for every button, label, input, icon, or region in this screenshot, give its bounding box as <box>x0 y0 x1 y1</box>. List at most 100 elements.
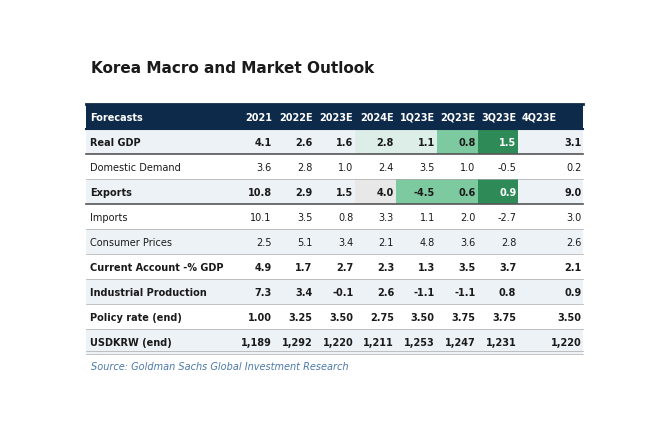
Text: 4.0: 4.0 <box>377 187 394 197</box>
Text: 0.2: 0.2 <box>566 162 581 172</box>
Text: -0.1: -0.1 <box>332 287 353 297</box>
Text: Consumer Prices: Consumer Prices <box>90 237 173 247</box>
Bar <box>437 130 478 155</box>
Bar <box>87 204 583 230</box>
Bar <box>437 180 478 204</box>
Text: 3.25: 3.25 <box>288 312 312 322</box>
Text: 2.3: 2.3 <box>377 262 394 272</box>
Text: 2.9: 2.9 <box>296 187 312 197</box>
Text: 10.8: 10.8 <box>247 187 271 197</box>
Text: 1.00: 1.00 <box>248 312 271 322</box>
Text: 3.3: 3.3 <box>379 212 394 222</box>
Text: 0.8: 0.8 <box>499 287 516 297</box>
Bar <box>87 105 583 130</box>
Text: 1,247: 1,247 <box>445 337 475 347</box>
Text: 2.1: 2.1 <box>379 237 394 247</box>
Text: 0.9: 0.9 <box>564 287 581 297</box>
Bar <box>87 305 583 330</box>
Text: 3.0: 3.0 <box>566 212 581 222</box>
Text: 2024E: 2024E <box>361 112 394 122</box>
Text: 1.0: 1.0 <box>460 162 475 172</box>
Text: -1.1: -1.1 <box>454 287 475 297</box>
Text: 1,189: 1,189 <box>241 337 271 347</box>
Text: 4Q23E: 4Q23E <box>521 112 557 122</box>
Text: 0.8: 0.8 <box>458 137 475 147</box>
Text: 3.5: 3.5 <box>419 162 435 172</box>
Text: 1,253: 1,253 <box>404 337 435 347</box>
Text: USDKRW (end): USDKRW (end) <box>90 337 173 347</box>
Text: 2023E: 2023E <box>320 112 353 122</box>
Bar <box>87 130 583 155</box>
Bar <box>87 255 583 279</box>
Text: 3.7: 3.7 <box>499 262 516 272</box>
Text: 7.3: 7.3 <box>255 287 271 297</box>
Bar <box>87 155 583 180</box>
Text: 2.6: 2.6 <box>377 287 394 297</box>
Text: 3.50: 3.50 <box>411 312 435 322</box>
Text: 2.1: 2.1 <box>564 262 581 272</box>
Text: 2.7: 2.7 <box>336 262 353 272</box>
Bar <box>396 130 437 155</box>
Text: 2Q23E: 2Q23E <box>440 112 475 122</box>
Text: 1.6: 1.6 <box>336 137 353 147</box>
Text: 2.8: 2.8 <box>297 162 312 172</box>
Text: 0.6: 0.6 <box>458 187 475 197</box>
Text: 3.5: 3.5 <box>297 212 312 222</box>
Bar <box>355 180 396 204</box>
Text: 10.1: 10.1 <box>251 212 271 222</box>
Text: 1.1: 1.1 <box>417 137 435 147</box>
Text: 1,231: 1,231 <box>486 337 516 347</box>
Text: 3.50: 3.50 <box>329 312 353 322</box>
Text: -1.1: -1.1 <box>413 287 435 297</box>
Text: 1,292: 1,292 <box>282 337 312 347</box>
Text: 3.1: 3.1 <box>564 137 581 147</box>
Text: 2.0: 2.0 <box>460 212 475 222</box>
Bar <box>87 180 583 204</box>
Text: 3.5: 3.5 <box>458 262 475 272</box>
Text: 1,211: 1,211 <box>363 337 394 347</box>
Text: 2022E: 2022E <box>279 112 312 122</box>
Text: -2.7: -2.7 <box>497 212 516 222</box>
Text: 1.3: 1.3 <box>417 262 435 272</box>
Text: 1.5: 1.5 <box>336 187 353 197</box>
Text: 3.6: 3.6 <box>256 162 271 172</box>
Text: 1.7: 1.7 <box>296 262 312 272</box>
Text: Imports: Imports <box>90 212 128 222</box>
Text: Current Account -% GDP: Current Account -% GDP <box>90 262 224 272</box>
Text: 1Q23E: 1Q23E <box>400 112 435 122</box>
Text: Source: Goldman Sachs Global Investment Research: Source: Goldman Sachs Global Investment … <box>91 361 349 371</box>
Text: 1,220: 1,220 <box>322 337 353 347</box>
Text: Forecasts: Forecasts <box>90 112 143 122</box>
Bar <box>87 230 583 255</box>
Text: 2.8: 2.8 <box>501 237 516 247</box>
Text: 3.75: 3.75 <box>492 312 516 322</box>
Text: Industrial Production: Industrial Production <box>90 287 207 297</box>
Text: 2.5: 2.5 <box>256 237 271 247</box>
Bar <box>396 180 437 204</box>
Text: 4.9: 4.9 <box>255 262 271 272</box>
Text: 1,220: 1,220 <box>551 337 581 347</box>
Text: Exports: Exports <box>90 187 132 197</box>
Text: 9.0: 9.0 <box>564 187 581 197</box>
Text: 3.4: 3.4 <box>338 237 353 247</box>
Bar <box>478 180 518 204</box>
Bar <box>478 130 518 155</box>
Text: -0.5: -0.5 <box>497 162 516 172</box>
Bar <box>87 279 583 305</box>
Text: 0.8: 0.8 <box>338 212 353 222</box>
Text: 4.1: 4.1 <box>255 137 271 147</box>
Text: 5.1: 5.1 <box>297 237 312 247</box>
Text: Korea Macro and Market Outlook: Korea Macro and Market Outlook <box>91 61 375 76</box>
Text: 1.0: 1.0 <box>338 162 353 172</box>
Text: 2021: 2021 <box>245 112 271 122</box>
Text: -4.5: -4.5 <box>413 187 435 197</box>
Text: 2.6: 2.6 <box>566 237 581 247</box>
Text: Domestic Demand: Domestic Demand <box>90 162 181 172</box>
Text: Policy rate (end): Policy rate (end) <box>90 312 182 322</box>
Bar <box>355 130 396 155</box>
Text: 3.50: 3.50 <box>557 312 581 322</box>
Text: 1.5: 1.5 <box>499 137 516 147</box>
Text: 1.1: 1.1 <box>419 212 435 222</box>
Text: 3Q23E: 3Q23E <box>481 112 516 122</box>
Text: 2.4: 2.4 <box>379 162 394 172</box>
